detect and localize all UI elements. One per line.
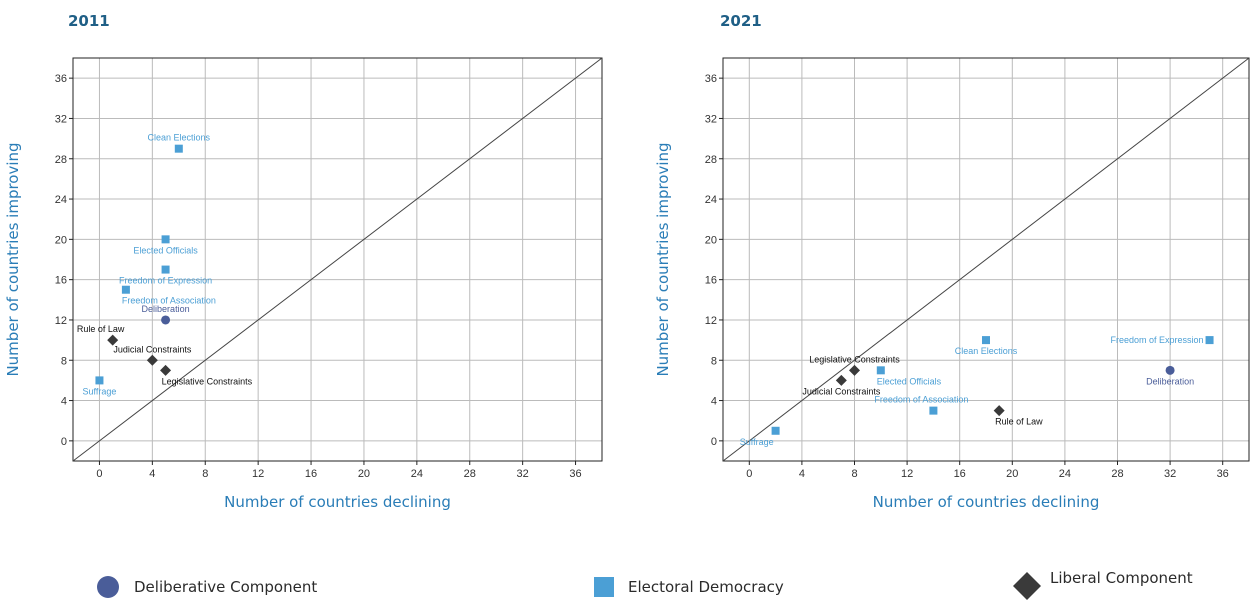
y-tick-label: 12 (55, 315, 67, 327)
x-axis-title: Number of countries declining (873, 493, 1100, 511)
electoral-point (771, 426, 780, 435)
y-tick-label: 8 (711, 355, 717, 367)
y-tick-label: 4 (61, 396, 67, 408)
scatter-chart-2011: 0 4 8 12 16 20 24 28 32 36 0 4 8 12 16 20 24 28 32 36 Number… (4, 57, 603, 511)
y-tick-label: 28 (705, 154, 717, 166)
point-label: Freedom of Expression (119, 276, 212, 286)
x-tick-label: 32 (517, 468, 529, 480)
point-label: Judicial Constraints (802, 386, 881, 396)
liberal-point (993, 405, 1005, 417)
legend-label-deliberative: Deliberative Component (134, 578, 318, 596)
x-tick-label: 28 (1111, 468, 1123, 480)
y-tick-label: 36 (55, 73, 67, 85)
plot-frame (722, 57, 1250, 462)
x-tick-label: 32 (1164, 468, 1176, 480)
point-label: Suffrage (740, 437, 774, 447)
point-label: Freedom of Association (874, 395, 968, 405)
y-tick-label: 0 (711, 436, 717, 448)
point-label: Rule of Law (77, 324, 125, 334)
chart-title-2021: 2021 (720, 12, 762, 30)
x-tick-label: 16 (305, 468, 317, 480)
electoral-point (121, 285, 130, 294)
y-tick-label: 32 (705, 113, 717, 125)
x-tick-label: 20 (1006, 468, 1018, 480)
liberal-point (835, 374, 847, 386)
chart-title-2011: 2011 (68, 12, 110, 30)
y-tick-label: 36 (705, 73, 717, 85)
plot-frame (72, 57, 603, 462)
y-tick-label: 8 (61, 355, 67, 367)
x-tick-label: 4 (799, 468, 805, 480)
scatter-chart-2021: 0 4 8 12 16 20 24 28 32 36 0 4 8 12 16 20 24 28 32 36 Number… (654, 57, 1250, 511)
y-tick-label: 12 (705, 315, 717, 327)
point-label: Clean Elections (955, 346, 1018, 356)
x-tick-label: 36 (1217, 468, 1229, 480)
electoral-point (161, 265, 170, 274)
y-tick-label: 24 (55, 194, 67, 206)
liberal-point (146, 354, 158, 366)
legend-label-electoral: Electoral Democracy (628, 578, 784, 596)
square-marker-icon (594, 577, 614, 597)
point-label: Deliberation (142, 304, 190, 314)
circle-marker-icon (97, 576, 119, 598)
y-tick-label: 4 (711, 396, 717, 408)
x-tick-label: 12 (252, 468, 264, 480)
point-label: Elected Officials (877, 376, 942, 386)
point-label: Legislative Constraints (162, 376, 253, 386)
legend-item-liberal: Liberal Component (1012, 569, 1193, 601)
y-axis-title: Number of countries improving (4, 142, 22, 376)
electoral-point (174, 144, 183, 153)
liberal-point (849, 364, 860, 376)
y-tick-label: 24 (705, 194, 717, 206)
electoral-point (876, 366, 885, 375)
y-tick-label: 0 (61, 436, 67, 448)
x-tick-label: 28 (464, 468, 476, 480)
liberal-point (160, 364, 172, 376)
legend-item-deliberative: Deliberative Component (95, 574, 317, 600)
point-label: Freedom of Expression (1111, 335, 1204, 345)
x-tick-label: 20 (358, 468, 370, 480)
deliberative-point (1165, 365, 1175, 375)
point-label: Deliberation (1146, 376, 1194, 386)
electoral-point (982, 336, 990, 345)
y-tick-label: 32 (55, 113, 67, 125)
y-tick-label: 20 (55, 234, 67, 246)
y-tick-label: 16 (55, 275, 67, 287)
deliberative-point (161, 315, 171, 325)
x-tick-label: 12 (901, 468, 913, 480)
diamond-marker-icon (1013, 572, 1041, 600)
point-label: Legislative Constraints (809, 354, 900, 364)
legend-label-liberal: Liberal Component (1050, 569, 1193, 587)
electoral-point (95, 376, 104, 385)
electoral-point (161, 235, 170, 244)
x-tick-label: 8 (202, 468, 208, 480)
point-label: Suffrage (83, 386, 117, 396)
x-tick-label: 0 (746, 468, 752, 480)
electoral-point (929, 406, 938, 415)
point-label: Elected Officials (133, 245, 198, 255)
y-tick-label: 28 (55, 154, 67, 166)
point-label: Judicial Constraints (113, 344, 192, 354)
legend-item-electoral: Electoral Democracy (592, 575, 784, 599)
point-label: Clean Elections (148, 133, 211, 143)
x-tick-label: 4 (149, 468, 155, 480)
y-tick-label: 16 (705, 275, 717, 287)
y-tick-label: 20 (705, 234, 717, 246)
chart-legend: Deliberative Component Electoral Democra… (0, 569, 1256, 606)
x-tick-label: 8 (851, 468, 857, 480)
x-tick-label: 0 (96, 468, 102, 480)
electoral-point (1205, 336, 1214, 345)
diagonal-reference-line (722, 57, 1250, 462)
diagonal-reference-line (72, 57, 603, 462)
x-tick-label: 24 (1059, 468, 1071, 480)
point-label: Rule of Law (995, 417, 1043, 427)
x-tick-label: 24 (411, 468, 423, 480)
y-axis-title: Number of countries improving (654, 142, 672, 376)
x-tick-label: 36 (569, 468, 581, 480)
liberal-point (107, 334, 119, 346)
x-axis-title: Number of countries declining (224, 493, 451, 511)
x-tick-label: 16 (954, 468, 966, 480)
point-label: Freedom of Association (122, 296, 216, 306)
